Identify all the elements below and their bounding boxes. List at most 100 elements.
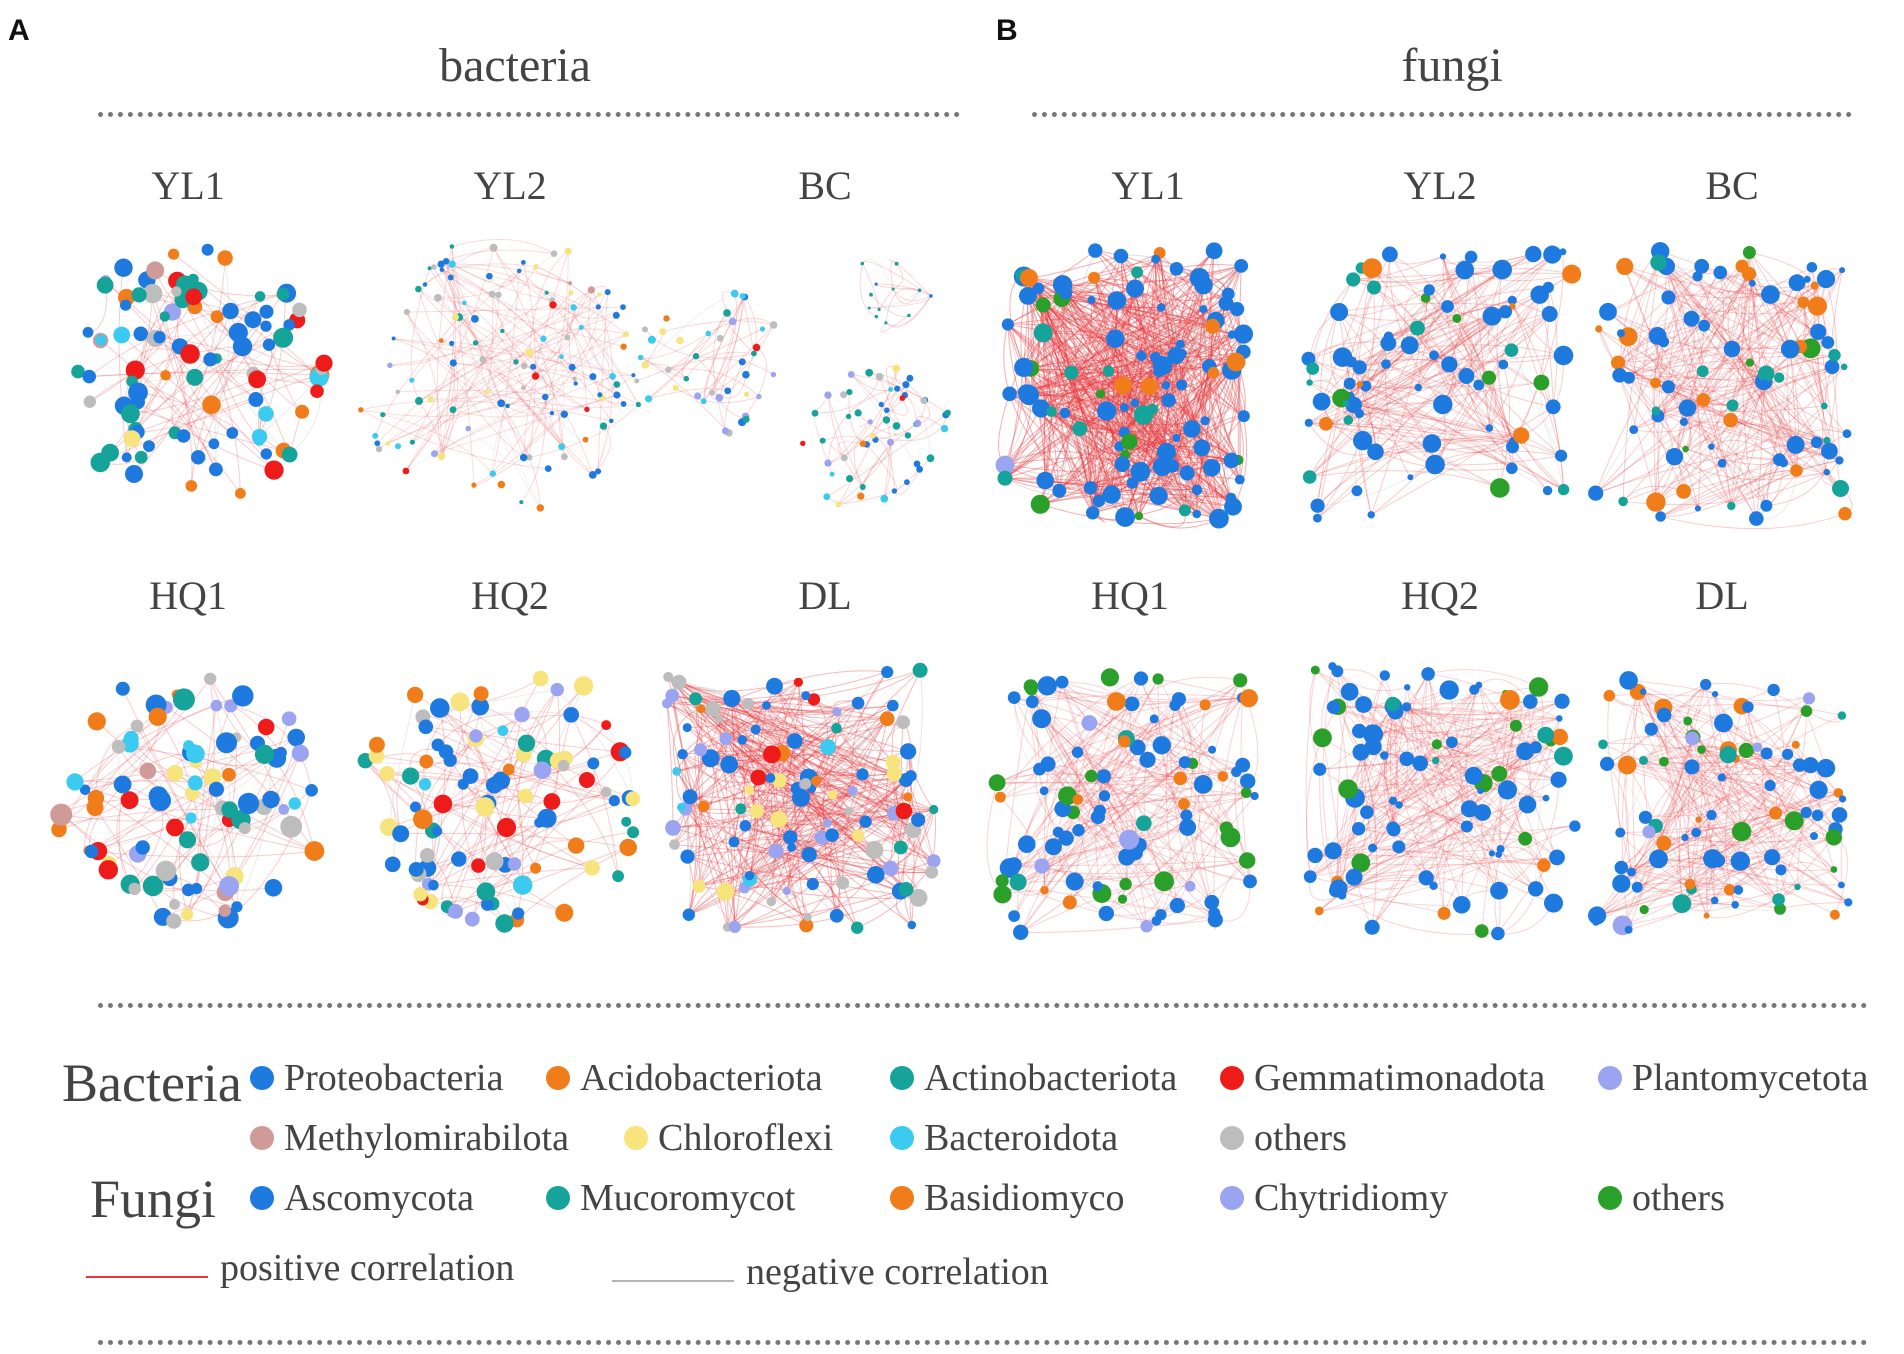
- network-node: [768, 843, 784, 859]
- network-edge: [1697, 462, 1784, 509]
- network-node: [1086, 506, 1100, 520]
- network-node: [374, 440, 381, 447]
- network-node: [665, 820, 681, 836]
- network-node: [1537, 858, 1551, 872]
- network-edge: [1637, 860, 1719, 893]
- network-edge: [1664, 714, 1758, 748]
- network-edge: [682, 695, 806, 755]
- network-edge: [598, 374, 634, 395]
- network-edge: [1041, 718, 1130, 841]
- network-edge: [458, 316, 541, 509]
- network-node: [1303, 870, 1317, 883]
- network-node: [427, 396, 434, 403]
- network-edge: [1712, 836, 1834, 860]
- network-node: [914, 419, 922, 427]
- network-node: [1036, 471, 1054, 490]
- network-edge: [1657, 335, 1767, 507]
- network-edge: [1138, 355, 1177, 517]
- network-edge: [1058, 334, 1233, 492]
- network-node: [1490, 881, 1508, 900]
- network-node: [840, 454, 848, 462]
- network-edge: [894, 457, 931, 492]
- network-edge: [1341, 894, 1498, 935]
- network-edges: [859, 258, 932, 332]
- network-node: [570, 304, 577, 311]
- network-node: [672, 767, 682, 776]
- network-edge: [1134, 288, 1186, 511]
- network-node: [1356, 381, 1363, 388]
- network-edge: [1660, 459, 1840, 517]
- network-node: [1717, 458, 1727, 468]
- network-edge: [1392, 775, 1475, 829]
- network-edge: [491, 294, 588, 410]
- network-edge: [389, 342, 476, 366]
- network-node: [860, 261, 865, 266]
- network-edge: [542, 769, 607, 798]
- network-edge: [437, 297, 624, 348]
- network-edge: [1465, 313, 1550, 377]
- network-edge: [1341, 287, 1375, 399]
- network-edge: [875, 400, 926, 441]
- network-node: [507, 857, 522, 871]
- network-edge: [546, 292, 565, 445]
- network-edge: [528, 250, 569, 353]
- legend-text: Mucoromycot: [580, 1177, 796, 1219]
- legend-item-gemmatimonadota: Gemmatimonadota: [1220, 1056, 1545, 1100]
- network-node: [172, 688, 195, 711]
- network-node: [1713, 265, 1728, 280]
- network-edge: [1372, 847, 1501, 853]
- network-edge: [885, 295, 932, 328]
- network-edge: [1666, 265, 1801, 348]
- network-node: [1683, 716, 1693, 726]
- network-edge: [685, 808, 729, 928]
- network-node: [1250, 791, 1259, 801]
- network-edge: [644, 293, 736, 366]
- network-node: [431, 264, 437, 270]
- network-node: [1723, 412, 1738, 428]
- network-edge: [688, 784, 805, 916]
- network-edge: [1353, 279, 1450, 365]
- network-node: [1802, 692, 1816, 705]
- network-edge: [756, 810, 895, 826]
- network-edge: [1645, 753, 1788, 818]
- network-node: [568, 290, 574, 296]
- network-edge: [1797, 874, 1805, 888]
- network-edge: [1030, 367, 1169, 401]
- network-node: [464, 911, 480, 927]
- network-edge: [1064, 412, 1193, 435]
- network-node: [514, 706, 530, 723]
- network-edge: [1714, 693, 1810, 702]
- network-edge: [405, 292, 547, 472]
- network-edge: [734, 883, 814, 928]
- network-edge: [1335, 706, 1394, 891]
- network-node: [497, 480, 506, 489]
- network-edge: [1375, 438, 1513, 453]
- network-edge: [809, 854, 932, 873]
- network-node: [1764, 779, 1776, 792]
- legend-text: others: [1254, 1117, 1347, 1159]
- network-node: [1821, 442, 1838, 460]
- network-edge: [442, 803, 593, 869]
- network-edges: [986, 676, 1259, 933]
- network-edge: [1004, 371, 1160, 466]
- network-edge: [1000, 752, 1079, 798]
- network-edge: [1042, 304, 1177, 439]
- network-node: [472, 340, 479, 346]
- network-edge: [1141, 355, 1178, 439]
- network-edge: [1683, 722, 1724, 838]
- network-edge: [872, 412, 949, 442]
- network-node: [278, 804, 290, 815]
- network-edge: [1406, 706, 1500, 891]
- network-edge: [857, 412, 908, 436]
- network-node: [1098, 905, 1115, 922]
- network-edge: [520, 396, 546, 503]
- network-edge: [1100, 376, 1182, 395]
- network-node: [1223, 452, 1240, 469]
- network-node: [1367, 443, 1384, 461]
- network-edge: [1372, 730, 1526, 752]
- network-node: [281, 446, 298, 463]
- network-edge: [1196, 334, 1233, 515]
- network-node: [208, 781, 224, 797]
- network-edge: [1040, 385, 1124, 505]
- network-edge: [703, 806, 777, 852]
